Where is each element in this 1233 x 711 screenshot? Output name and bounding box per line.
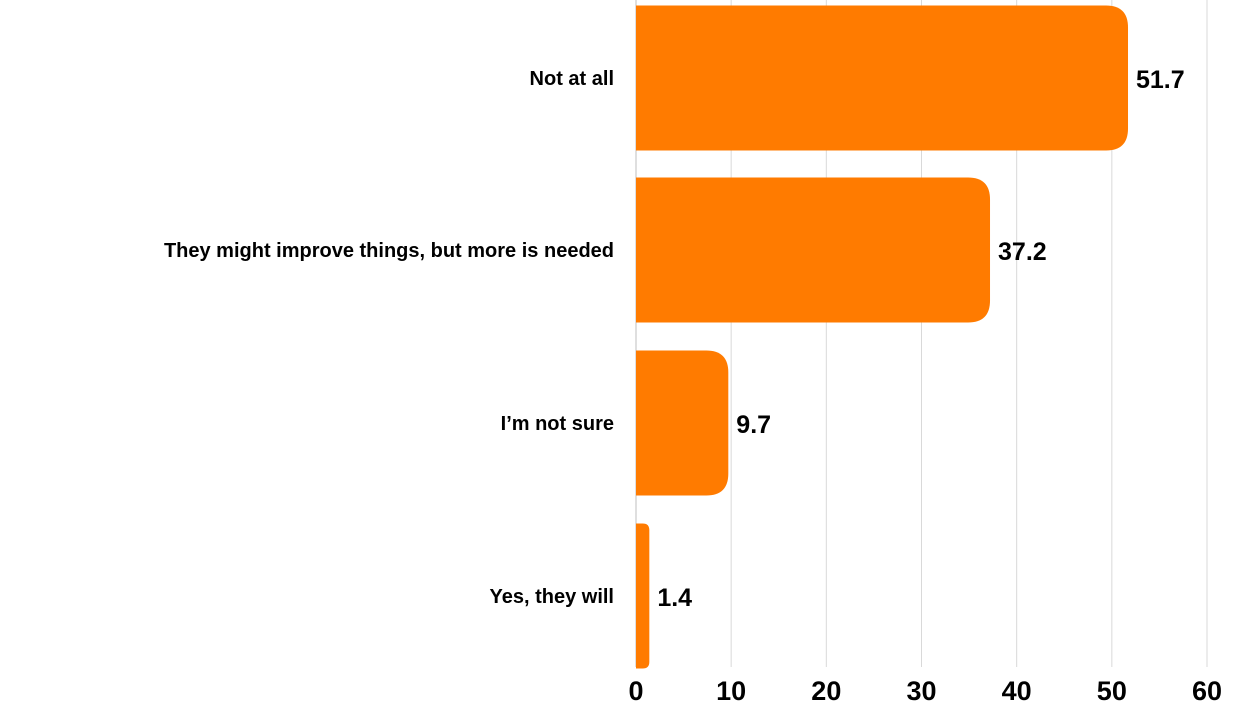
category-labels: Not at all They might improve things, but…: [164, 68, 614, 608]
x-tick-label: 0: [628, 676, 643, 706]
data-labels: 51.7 37.2 9.7 1.4: [657, 66, 1184, 612]
x-tick-label: 60: [1192, 676, 1222, 706]
data-label: 9.7: [736, 411, 771, 439]
category-label: I’m not sure: [501, 413, 614, 435]
x-tick-label: 10: [716, 676, 746, 706]
data-label: 51.7: [1136, 66, 1185, 94]
data-label: 37.2: [998, 238, 1047, 266]
category-label: They might improve things, but more is n…: [164, 240, 614, 262]
bar: [636, 177, 991, 323]
category-label: Not at all: [530, 68, 614, 90]
x-tick-label: 40: [1002, 676, 1032, 706]
category-label: Yes, they will: [489, 586, 614, 608]
bar: [636, 350, 729, 496]
bar: [636, 523, 650, 669]
x-tick-label: 50: [1097, 676, 1127, 706]
x-tick-label: 30: [906, 676, 936, 706]
bars: [636, 5, 1129, 669]
bar: [636, 5, 1129, 151]
x-tick-label: 20: [811, 676, 841, 706]
x-axis: 0 10 20 30 40 50 60: [628, 676, 1222, 706]
data-label: 1.4: [657, 584, 692, 612]
